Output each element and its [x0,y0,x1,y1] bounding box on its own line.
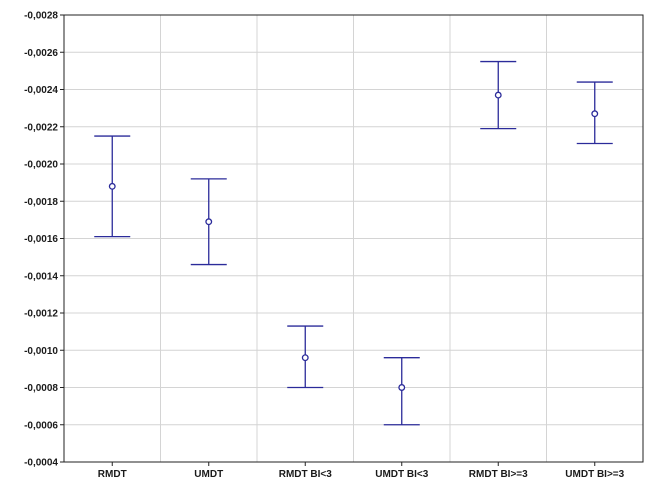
mean-point [205,218,213,226]
y-tick-label: -0,0016 [24,234,58,245]
mean-point [398,384,406,391]
error-bar-group [480,60,517,130]
y-tick-label: -0,0010 [24,346,58,357]
error-bar-group [383,357,420,426]
y-tick-label: -0,0020 [24,160,58,171]
mean-point [591,110,599,118]
error-bar-group [190,178,227,266]
grid-lines [64,15,643,462]
y-tick-label: -0,0018 [24,197,58,208]
y-tick-label: -0,0026 [24,48,58,59]
x-tick-label: UMDT BI>=3 [565,469,624,480]
x-tick-label: RMDT BI<3 [279,469,333,480]
y-tick-label: -0,0022 [24,122,58,133]
y-tick-label: -0,0028 [24,11,58,22]
y-tick-label: -0,0024 [24,85,58,96]
y-tick-label: -0,0012 [24,309,58,320]
error-bar-group [576,81,613,145]
x-axis-ticks: RMDT UMDT RMDT BI<3 UMDT BI<3 RMDT BI>=3 UMDT… [98,462,625,480]
y-tick-label: -0,0014 [24,271,58,282]
y-axis-ticks: -0,0004 -0,0006 -0,0008 -0,0010 -0,0012 -0,00… [24,11,64,469]
mean-point [301,354,309,362]
y-tick-label: -0,0006 [24,420,58,431]
y-tick-label: -0,0008 [24,383,58,394]
x-tick-label: RMDT BI>=3 [469,469,528,480]
x-tick-label: RMDT [98,469,127,480]
error-bar-group [287,325,324,389]
x-tick-label: UMDT [194,469,223,480]
x-tick-label: UMDT BI<3 [375,469,429,480]
error-bar-group [94,135,131,238]
mean-point [494,91,502,99]
y-tick-label: -0,0004 [24,458,58,469]
error-bars [94,60,613,426]
mean-point [108,182,116,190]
